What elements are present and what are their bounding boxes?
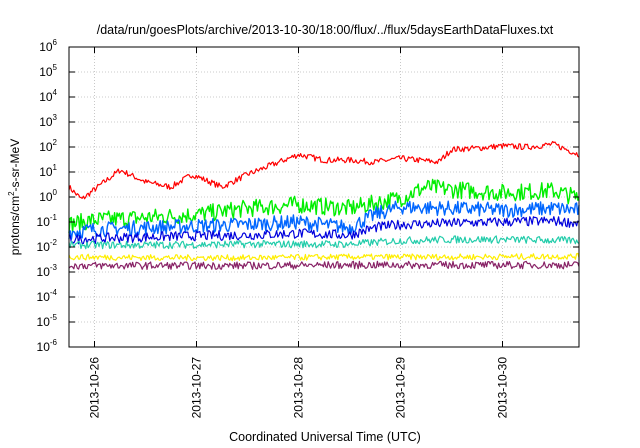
y-tick-label: 10-3	[37, 263, 58, 279]
y-axis: 10-6 10-5 10-4 10-3 10-2 10-1 100 101 102 103 104 1…	[37, 38, 579, 354]
series-line-4	[68, 235, 580, 250]
grid	[69, 47, 579, 347]
x-axis: 2013-10-26 2013-10-27 2013-10-28 2013-10-29…	[88, 47, 510, 418]
series-line-0	[68, 140, 580, 200]
x-tick-label: 2013-10-27	[190, 357, 204, 419]
y-tick-label: 106	[39, 38, 57, 54]
chart-title: /data/run/goesPlots/archive/2013-10-30/1…	[97, 23, 554, 37]
series-line-1	[68, 178, 580, 234]
series-line-6	[68, 260, 580, 270]
series-line-3	[68, 216, 580, 245]
y-tick-label: 104	[39, 88, 57, 104]
y-tick-label: 10-2	[37, 238, 58, 254]
y-tick-label: 10-1	[37, 213, 58, 229]
y-tick-label: 10-5	[37, 313, 58, 329]
y-axis-label-base: protons/cm	[8, 196, 22, 255]
y-tick-label: 101	[39, 163, 57, 179]
y-tick-label: 105	[39, 63, 57, 79]
y-tick-label: 100	[39, 188, 57, 204]
x-tick-label: 2013-10-30	[496, 357, 510, 419]
series-line-2	[68, 200, 580, 240]
x-tick-label: 2013-10-26	[88, 357, 102, 419]
x-tick-label: 2013-10-28	[292, 357, 306, 419]
y-tick-label: 10-4	[37, 288, 58, 304]
y-axis-label-exp: 2	[7, 191, 16, 196]
y-axis-label-rest: -s-sr-MeV	[8, 139, 22, 192]
y-axis-label: protons/cm2-s-sr-MeV	[7, 139, 22, 255]
series-group	[68, 140, 580, 270]
x-axis-label: Coordinated Universal Time (UTC)	[229, 430, 421, 444]
series-line-5	[68, 252, 580, 262]
y-tick-label: 103	[39, 113, 57, 129]
y-tick-label: 10-6	[37, 338, 58, 354]
x-tick-label: 2013-10-29	[394, 357, 408, 419]
y-tick-label: 102	[39, 138, 57, 154]
